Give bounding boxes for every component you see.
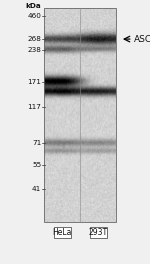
Text: 460: 460 — [27, 13, 41, 19]
Bar — [90, 227, 107, 238]
Text: 55: 55 — [32, 162, 41, 168]
Text: 293T: 293T — [89, 228, 108, 237]
Text: kDa: kDa — [26, 3, 41, 9]
Text: 71: 71 — [32, 140, 41, 145]
Text: 117: 117 — [27, 104, 41, 110]
Text: ASC2: ASC2 — [134, 35, 150, 44]
Bar — [54, 227, 71, 238]
Text: 171: 171 — [27, 79, 41, 85]
Text: 268: 268 — [27, 36, 41, 42]
Bar — [44, 8, 116, 222]
Text: 238: 238 — [27, 47, 41, 53]
Text: 41: 41 — [32, 186, 41, 192]
Text: HeLa: HeLa — [52, 228, 72, 237]
